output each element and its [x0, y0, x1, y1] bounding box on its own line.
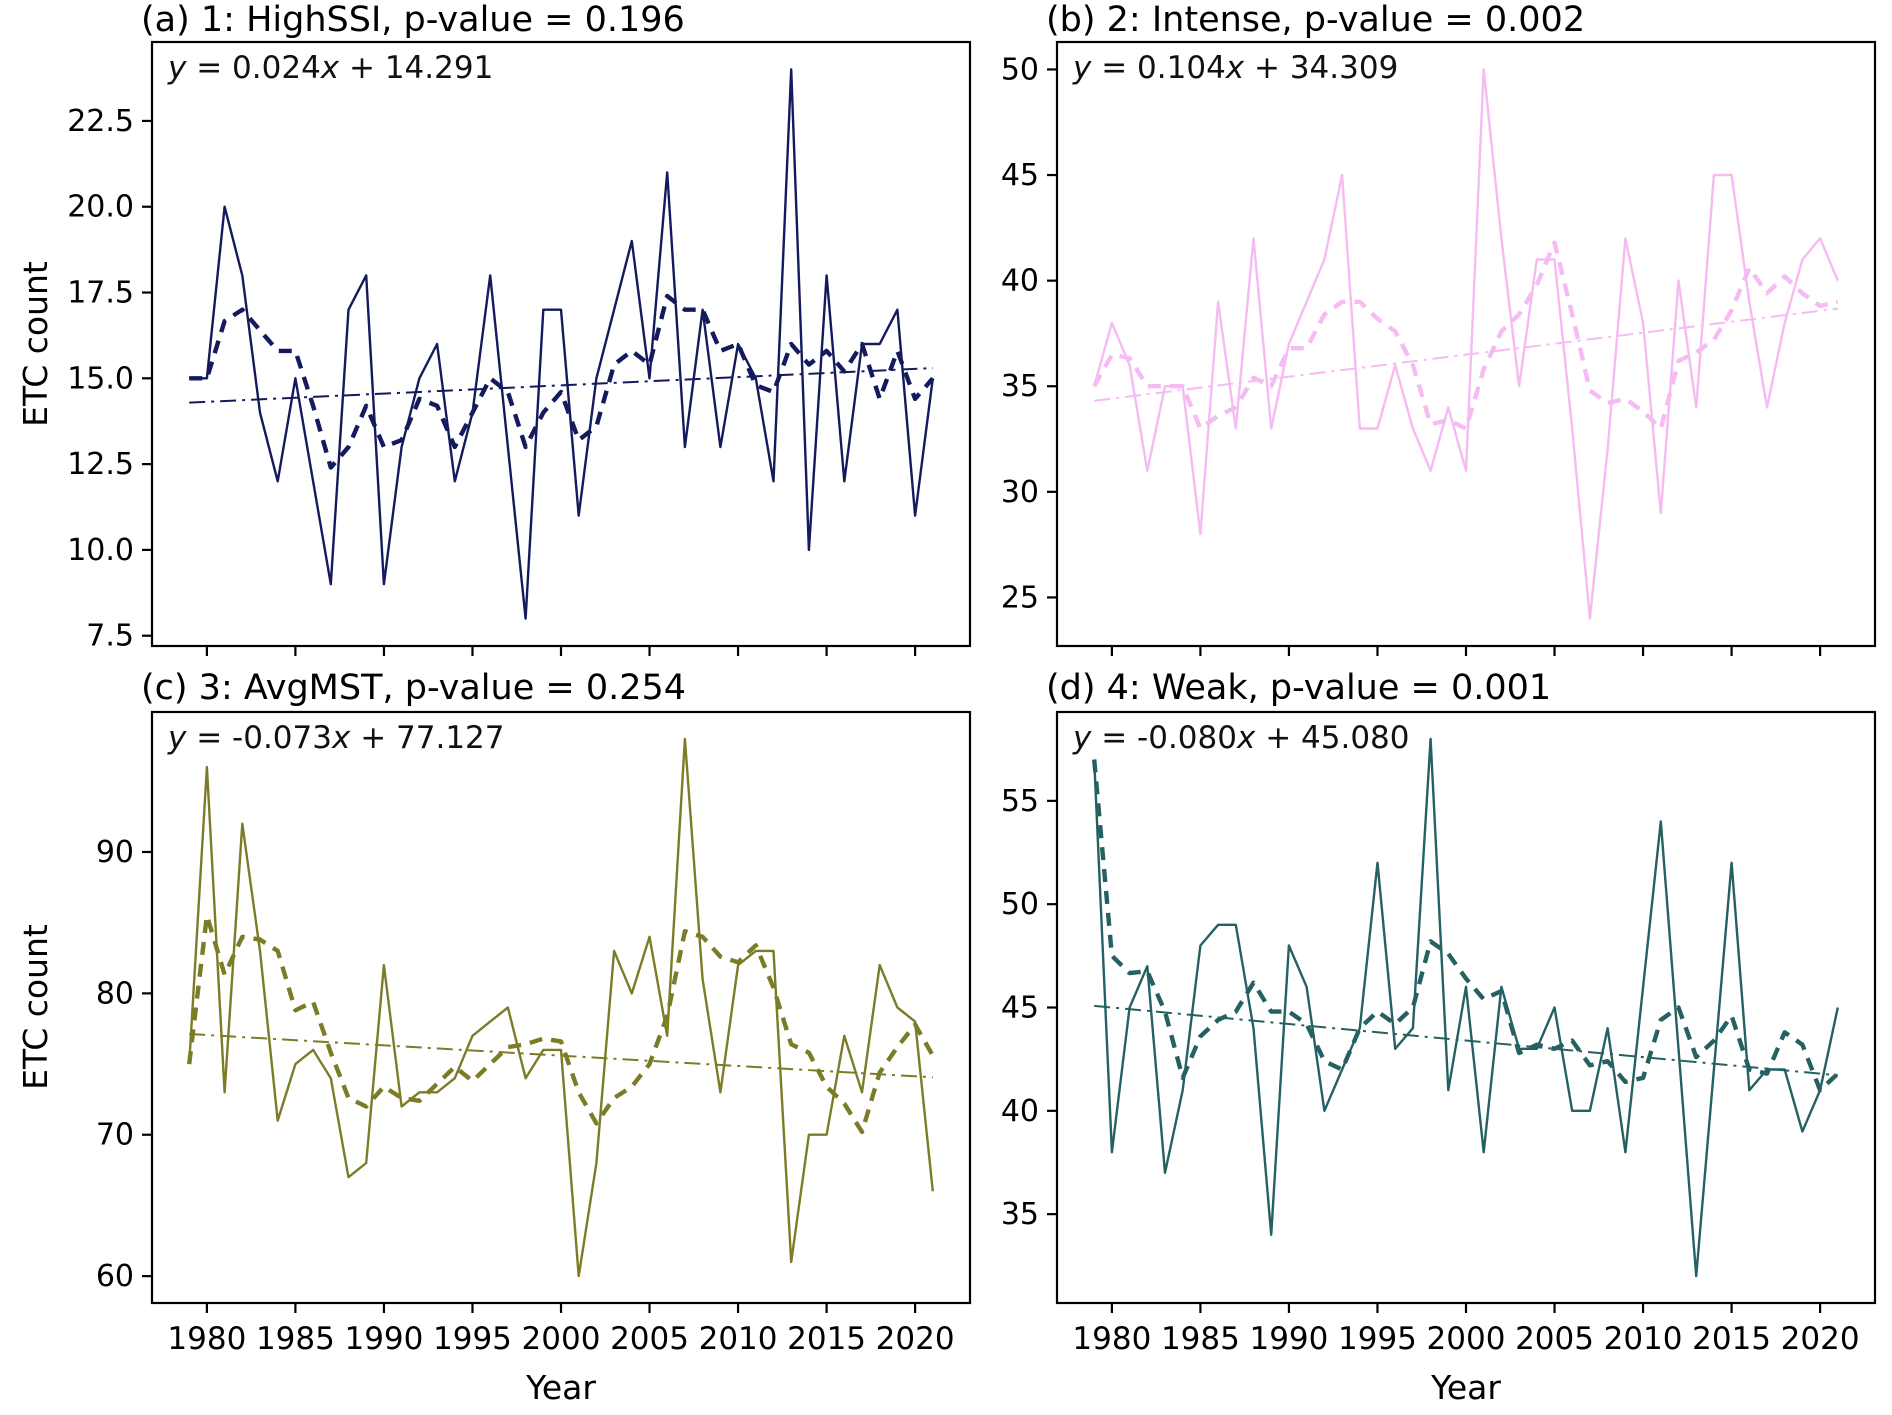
y-tick-label: 17.5 [67, 276, 134, 311]
panel-b-title: (b) 2: Intense, p-value = 0.002 [1046, 0, 1586, 40]
x-tick-label: 1985 [256, 1321, 335, 1357]
y-tick-label: 90 [96, 835, 134, 870]
panel-a-frame [150, 40, 972, 648]
y-axis-label-bottom: ETC count [16, 924, 55, 1090]
x-tick-label: 2005 [1515, 1321, 1594, 1357]
panel-c-smoothed-line [187, 913, 935, 1135]
panel-a-trend-line [189, 367, 933, 404]
panel-b-equation: y = 0.104x + 34.309 [1073, 50, 1399, 86]
x-tick-label: 1980 [1072, 1321, 1151, 1357]
x-tick-label: 2015 [1692, 1321, 1771, 1357]
panel-d-equation: y = -0.080x + 45.080 [1073, 720, 1410, 756]
y-tick-label: 35 [1001, 1197, 1039, 1232]
panel-b-solid-line [1093, 68, 1839, 620]
panel-b-trend-line [1094, 307, 1838, 402]
x-tick-label: 2020 [1781, 1321, 1860, 1357]
x-tick-label: 2015 [787, 1321, 866, 1357]
x-tick-label: 1985 [1161, 1321, 1240, 1357]
y-tick-label: 12.5 [67, 447, 134, 482]
x-tick-label: 1990 [344, 1321, 423, 1357]
y-axis-label-top: ETC count [16, 261, 55, 427]
x-tick-label: 1990 [1249, 1321, 1328, 1357]
y-tick-label: 10.0 [67, 533, 134, 568]
y-tick-label: 7.5 [86, 619, 134, 654]
y-tick-label: 50 [1001, 52, 1039, 87]
panel-a-solid-line [189, 68, 934, 620]
y-tick-label: 40 [1001, 264, 1039, 299]
x-axis-label-right: Year [1431, 1368, 1501, 1407]
panel-d-smoothed-line [1092, 759, 1840, 1093]
panel-a-title: (a) 1: HighSSI, p-value = 0.196 [141, 0, 685, 40]
y-tick-label: 30 [1001, 475, 1039, 510]
x-axis-label-left: Year [526, 1368, 596, 1407]
y-tick-label: 40 [1001, 1094, 1039, 1129]
panel-c-solid-line [188, 737, 934, 1278]
y-tick-label: 22.5 [67, 104, 134, 139]
y-tick-label: 15.0 [67, 361, 134, 396]
panel-c-frame [150, 710, 972, 1305]
panel-d-trend-line [1094, 1004, 1838, 1077]
y-tick-label: 25 [1001, 580, 1039, 615]
y-tick-label: 55 [1001, 784, 1039, 819]
y-tick-label: 45 [1001, 158, 1039, 193]
x-tick-label: 2020 [876, 1321, 955, 1357]
x-tick-label: 2000 [522, 1321, 601, 1357]
panel-a-smoothed-line [189, 293, 935, 470]
y-tick-label: 35 [1001, 369, 1039, 404]
x-tick-label: 1995 [1338, 1321, 1417, 1357]
x-tick-label: 1995 [433, 1321, 512, 1357]
x-tick-label: 2010 [1604, 1321, 1683, 1357]
panel-b-frame [1055, 40, 1877, 648]
y-tick-label: 50 [1001, 887, 1039, 922]
panel-c-title: (c) 3: AvgMST, p-value = 0.254 [141, 668, 687, 708]
y-tick-label: 20.0 [67, 190, 134, 225]
panel-a-equation: y = 0.024x + 14.291 [168, 50, 494, 86]
x-tick-label: 2005 [610, 1321, 689, 1357]
y-tick-label: 70 [96, 1118, 134, 1153]
y-tick-label: 80 [96, 976, 134, 1011]
x-tick-label: 2010 [699, 1321, 778, 1357]
y-tick-label: 60 [96, 1259, 134, 1294]
panel-d-frame [1055, 710, 1877, 1305]
panel-d-solid-line [1093, 737, 1839, 1278]
x-tick-label: 1980 [167, 1321, 246, 1357]
x-tick-label: 2000 [1427, 1321, 1506, 1357]
y-tick-label: 45 [1001, 991, 1039, 1026]
panel-d-title: (d) 4: Weak, p-value = 0.001 [1046, 668, 1552, 708]
panel-b-smoothed-line [1092, 240, 1839, 431]
panel-c-equation: y = -0.073x + 77.127 [168, 720, 505, 756]
